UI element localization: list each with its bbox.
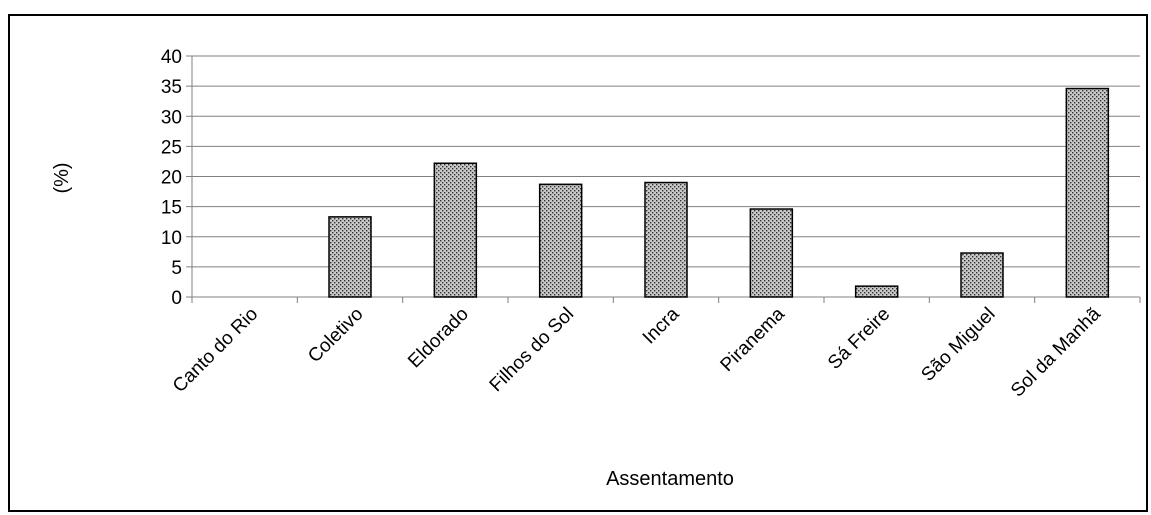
- y-tick-label: 35: [161, 77, 182, 98]
- x-tick-label: São Miguel: [917, 304, 999, 386]
- bar-1: [328, 216, 372, 298]
- y-tick-label: 5: [171, 258, 182, 279]
- x-tick-label: Eldorado: [404, 304, 473, 373]
- bar-2: [433, 162, 478, 298]
- bar-5: [749, 208, 794, 298]
- x-axis: [191, 296, 1141, 303]
- y-tick-label: 15: [161, 198, 182, 219]
- x-tick-label: Coletivo: [304, 304, 367, 367]
- bar-3: [538, 183, 583, 298]
- x-tick-labels: Canto do Rio Coletivo Eldorado Filhos do So…: [169, 303, 1105, 401]
- y-tick-label: 30: [161, 107, 182, 128]
- bar-7: [960, 252, 1004, 298]
- x-tick-label: Incra: [639, 303, 684, 348]
- y-tick-label: 40: [161, 47, 182, 68]
- bar-6: [854, 285, 899, 298]
- bar-4: [644, 181, 688, 298]
- x-tick-label: Piranema: [717, 303, 790, 376]
- y-tick-label: 20: [161, 168, 182, 189]
- x-tick-label: Canto do Rio: [169, 304, 262, 397]
- y-tick-label: 10: [161, 228, 182, 249]
- y-axis: 0 5 10 15 20 25 30 35 40: [161, 47, 193, 309]
- y-axis-title: (%): [51, 162, 73, 193]
- bars: [328, 87, 1110, 298]
- y-tick-label: 0: [171, 288, 182, 309]
- y-tick-label: 25: [161, 137, 182, 158]
- x-axis-title: Assentamento: [606, 468, 734, 490]
- x-tick-label: Filhos do Sol: [486, 304, 579, 397]
- x-tick-label: Sol da Manhã: [1007, 303, 1105, 401]
- x-tick-label: Sá Freire: [824, 304, 894, 374]
- bar-8: [1065, 87, 1110, 298]
